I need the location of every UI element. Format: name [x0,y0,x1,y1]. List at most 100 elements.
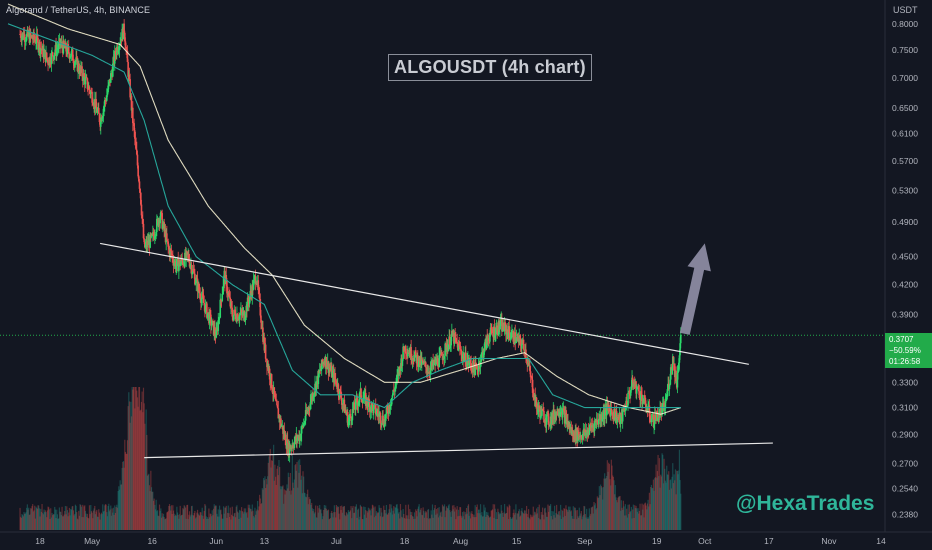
volume-bar [228,513,230,530]
candle-body [368,398,370,403]
candle-body [89,91,92,94]
volume-bar [60,511,62,530]
volume-bar [129,422,131,530]
candle-body [101,117,103,122]
candle-body [185,251,188,260]
candle-body [394,386,396,392]
volume-bar [141,391,143,530]
candle-body [644,397,647,405]
candle-body [493,326,496,338]
candle-body [87,88,89,90]
candle-body [144,244,147,248]
volume-bar [492,504,494,530]
volume-bar [234,512,236,530]
candle-body [25,33,28,41]
volume-bar [359,504,362,530]
volume-bar [594,503,596,530]
candle-body [95,107,98,113]
projection-arrow [679,243,711,335]
volume-bar [437,507,439,530]
volume-bar [256,509,258,530]
candle-body [483,343,486,353]
volume-bar [525,505,528,530]
price-change: −50.59% [889,346,921,355]
volume-bar [654,478,656,530]
candle-body [499,319,502,327]
candle-body [627,392,629,406]
volume-bar [468,515,470,530]
volume-bar [435,509,438,530]
candle-body [27,29,29,36]
volume-bar [678,449,681,530]
volume-bar [541,514,543,530]
candle-body [220,299,222,301]
volume-bar [243,513,245,530]
volume-bar [241,510,243,530]
volume-bar [391,514,394,530]
volume-bar [102,504,104,530]
candle-body [275,400,278,402]
volume-bar [448,504,450,530]
candle-body [141,215,143,219]
volume-bar [101,514,103,530]
candle-body [36,33,39,39]
candle-body [449,345,452,348]
volume-bar [28,514,30,530]
volume-bar [107,505,109,530]
candle-body [212,320,214,322]
volume-bar [309,499,311,530]
candle-body [669,379,671,385]
volume-bar [172,510,175,530]
volume-bar [511,517,514,530]
volume-bar [529,519,531,530]
candle-body [86,78,89,89]
volume-bar [523,513,525,530]
volume-bar [213,504,215,530]
candle-body [258,289,260,294]
volume-bar [459,507,461,530]
volume-bar [396,504,398,530]
volume-bar [104,504,107,530]
volume-bar [506,506,508,530]
volume-bar [78,510,80,530]
current-price: 0.3707 [889,335,914,344]
volume-bar [196,509,199,530]
volume-bar [410,514,412,530]
candle-body [138,176,140,182]
volume-bar [503,512,505,530]
candle-body [509,332,511,339]
volume-bar [153,498,155,530]
price-tick-label: 0.2540 [892,483,918,493]
candle-body [274,396,277,401]
candle-body [470,363,472,369]
volume-bar [418,504,420,530]
candle-body [328,368,330,373]
volume-bar [527,516,529,530]
volume-bar [363,514,366,530]
candle-body [402,346,405,351]
volume-bar [224,507,227,530]
volume-bar [587,517,589,530]
volume-bar [639,503,641,530]
volume-bar [499,513,502,530]
volume-bar [235,506,237,530]
volume-bar [190,506,193,530]
candle-body [300,433,302,440]
volume-bar [415,509,417,530]
volume-bar [353,512,356,530]
volume-bar [577,516,579,530]
volume-bar [509,516,512,530]
candle-body [136,149,138,155]
volume-bar [411,512,413,530]
volume-bar [160,517,163,530]
candle-body [561,408,564,418]
volume-bar [346,513,348,530]
volume-bar [169,506,171,530]
candle-body [661,403,664,406]
volume-bar [393,513,396,530]
volume-bar [144,423,146,530]
volume-bar [278,459,280,530]
volume-bar [143,403,145,530]
volume-bar [225,505,227,530]
